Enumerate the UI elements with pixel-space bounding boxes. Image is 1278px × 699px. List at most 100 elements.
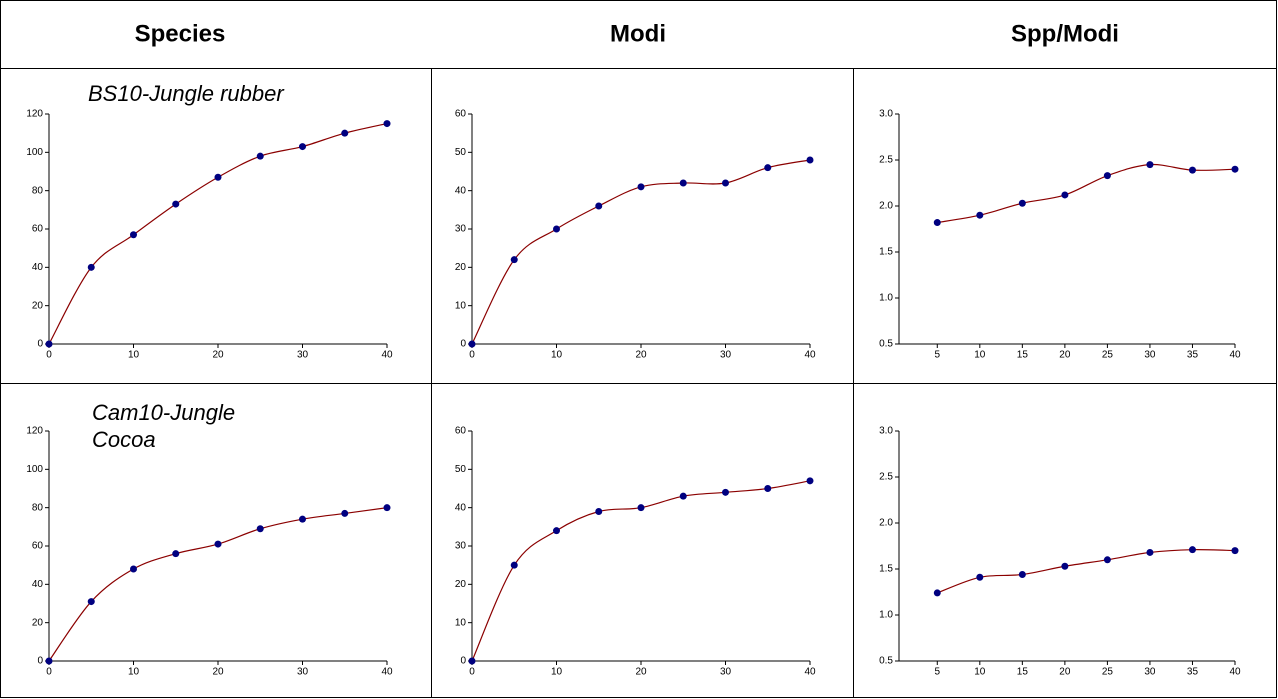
data-point [172,550,180,558]
data-point [1018,199,1026,207]
x-tick-label: 10 [128,350,140,361]
y-tick-label: 50 [455,147,467,158]
y-tick-label: 30 [455,541,467,552]
data-point [679,179,687,187]
y-tick-label: 60 [32,541,44,552]
y-tick-label: 2.5 [879,155,893,166]
column-header: Spp/Modi [1011,20,1119,47]
data-point [130,231,137,239]
x-tick-label: 10 [128,667,140,678]
data-point [510,561,518,569]
y-tick-label: 1.5 [879,564,893,575]
column-header: Species [135,20,226,47]
x-tick-label: 20 [212,350,224,361]
y-tick-label: 2.0 [879,201,893,212]
y-tick-label: 60 [455,109,467,120]
x-tick-label: 20 [1059,667,1071,678]
data-point [1146,161,1154,169]
y-tick-label: 0.5 [879,339,893,350]
x-tick-label: 30 [1144,667,1156,678]
row-label: BS10-Jungle rubber [88,81,285,106]
data-point [1103,172,1111,180]
y-tick-label: 40 [455,502,467,513]
data-point [299,515,306,523]
x-tick-label: 20 [635,667,647,678]
x-tick-label: 0 [469,667,475,678]
y-tick-label: 120 [26,426,43,437]
y-tick-label: 0 [460,656,466,667]
x-tick-label: 30 [297,667,309,678]
x-tick-label: 0 [46,350,52,361]
data-point [299,143,306,151]
x-tick-label: 10 [974,350,986,361]
data-point [722,488,729,496]
x-tick-label: 10 [551,350,563,361]
line-curve [937,549,1236,594]
data-point [214,173,222,181]
data-point [764,485,772,492]
y-tick-label: 3.0 [879,426,893,437]
data-point [679,492,687,500]
data-point [256,152,264,160]
data-point [933,589,941,597]
x-tick-label: 10 [551,667,563,678]
data-point [553,527,560,535]
data-point [510,256,518,264]
data-point [468,657,476,665]
data-point [764,164,772,172]
data-point [45,657,53,665]
y-tick-label: 10 [455,617,467,628]
data-point [341,129,349,137]
x-tick-label: 0 [469,350,475,361]
y-tick-label: 60 [455,426,467,437]
data-point [1188,546,1196,554]
data-point [976,211,984,219]
data-point [933,219,941,227]
x-tick-label: 0 [46,667,52,678]
y-tick-label: 100 [26,147,43,158]
data-point [383,504,391,512]
y-tick-label: 50 [455,464,467,475]
data-point [383,120,391,128]
x-tick-label: 15 [1017,350,1029,361]
y-tick-label: 80 [32,185,44,196]
y-tick-label: 0 [37,656,43,667]
x-tick-label: 25 [1102,667,1114,678]
data-point [595,202,603,210]
data-point [87,598,95,606]
x-tick-label: 35 [1187,667,1199,678]
x-tick-label: 25 [1102,350,1114,361]
x-tick-label: 15 [1017,667,1029,678]
x-tick-label: 30 [720,350,732,361]
y-tick-label: 20 [32,617,44,628]
x-tick-label: 20 [1059,350,1071,361]
y-tick-label: 1.5 [879,247,893,258]
data-point [341,509,349,517]
x-tick-label: 10 [974,667,986,678]
x-tick-label: 40 [381,350,393,361]
data-point [637,183,645,191]
x-tick-label: 30 [1144,350,1156,361]
x-tick-label: 40 [1229,350,1241,361]
x-tick-label: 20 [635,350,647,361]
x-tick-label: 40 [804,350,816,361]
y-tick-label: 60 [32,224,44,235]
x-tick-label: 20 [212,667,224,678]
x-tick-label: 5 [934,667,940,678]
data-point [87,263,95,271]
data-point [1188,166,1196,174]
data-point [722,179,729,187]
data-point [1103,556,1111,564]
y-tick-label: 1.0 [879,293,893,304]
line-curve [48,507,388,662]
data-point [172,200,180,208]
y-tick-label: 2.0 [879,518,893,529]
x-tick-label: 30 [720,667,732,678]
x-tick-label: 40 [381,667,393,678]
x-tick-label: 40 [804,667,816,678]
y-tick-label: 0 [37,339,43,350]
y-tick-label: 20 [455,262,467,273]
data-point [468,340,476,348]
y-tick-label: 120 [26,109,43,120]
row-label: Cam10-Jungle [92,400,235,425]
